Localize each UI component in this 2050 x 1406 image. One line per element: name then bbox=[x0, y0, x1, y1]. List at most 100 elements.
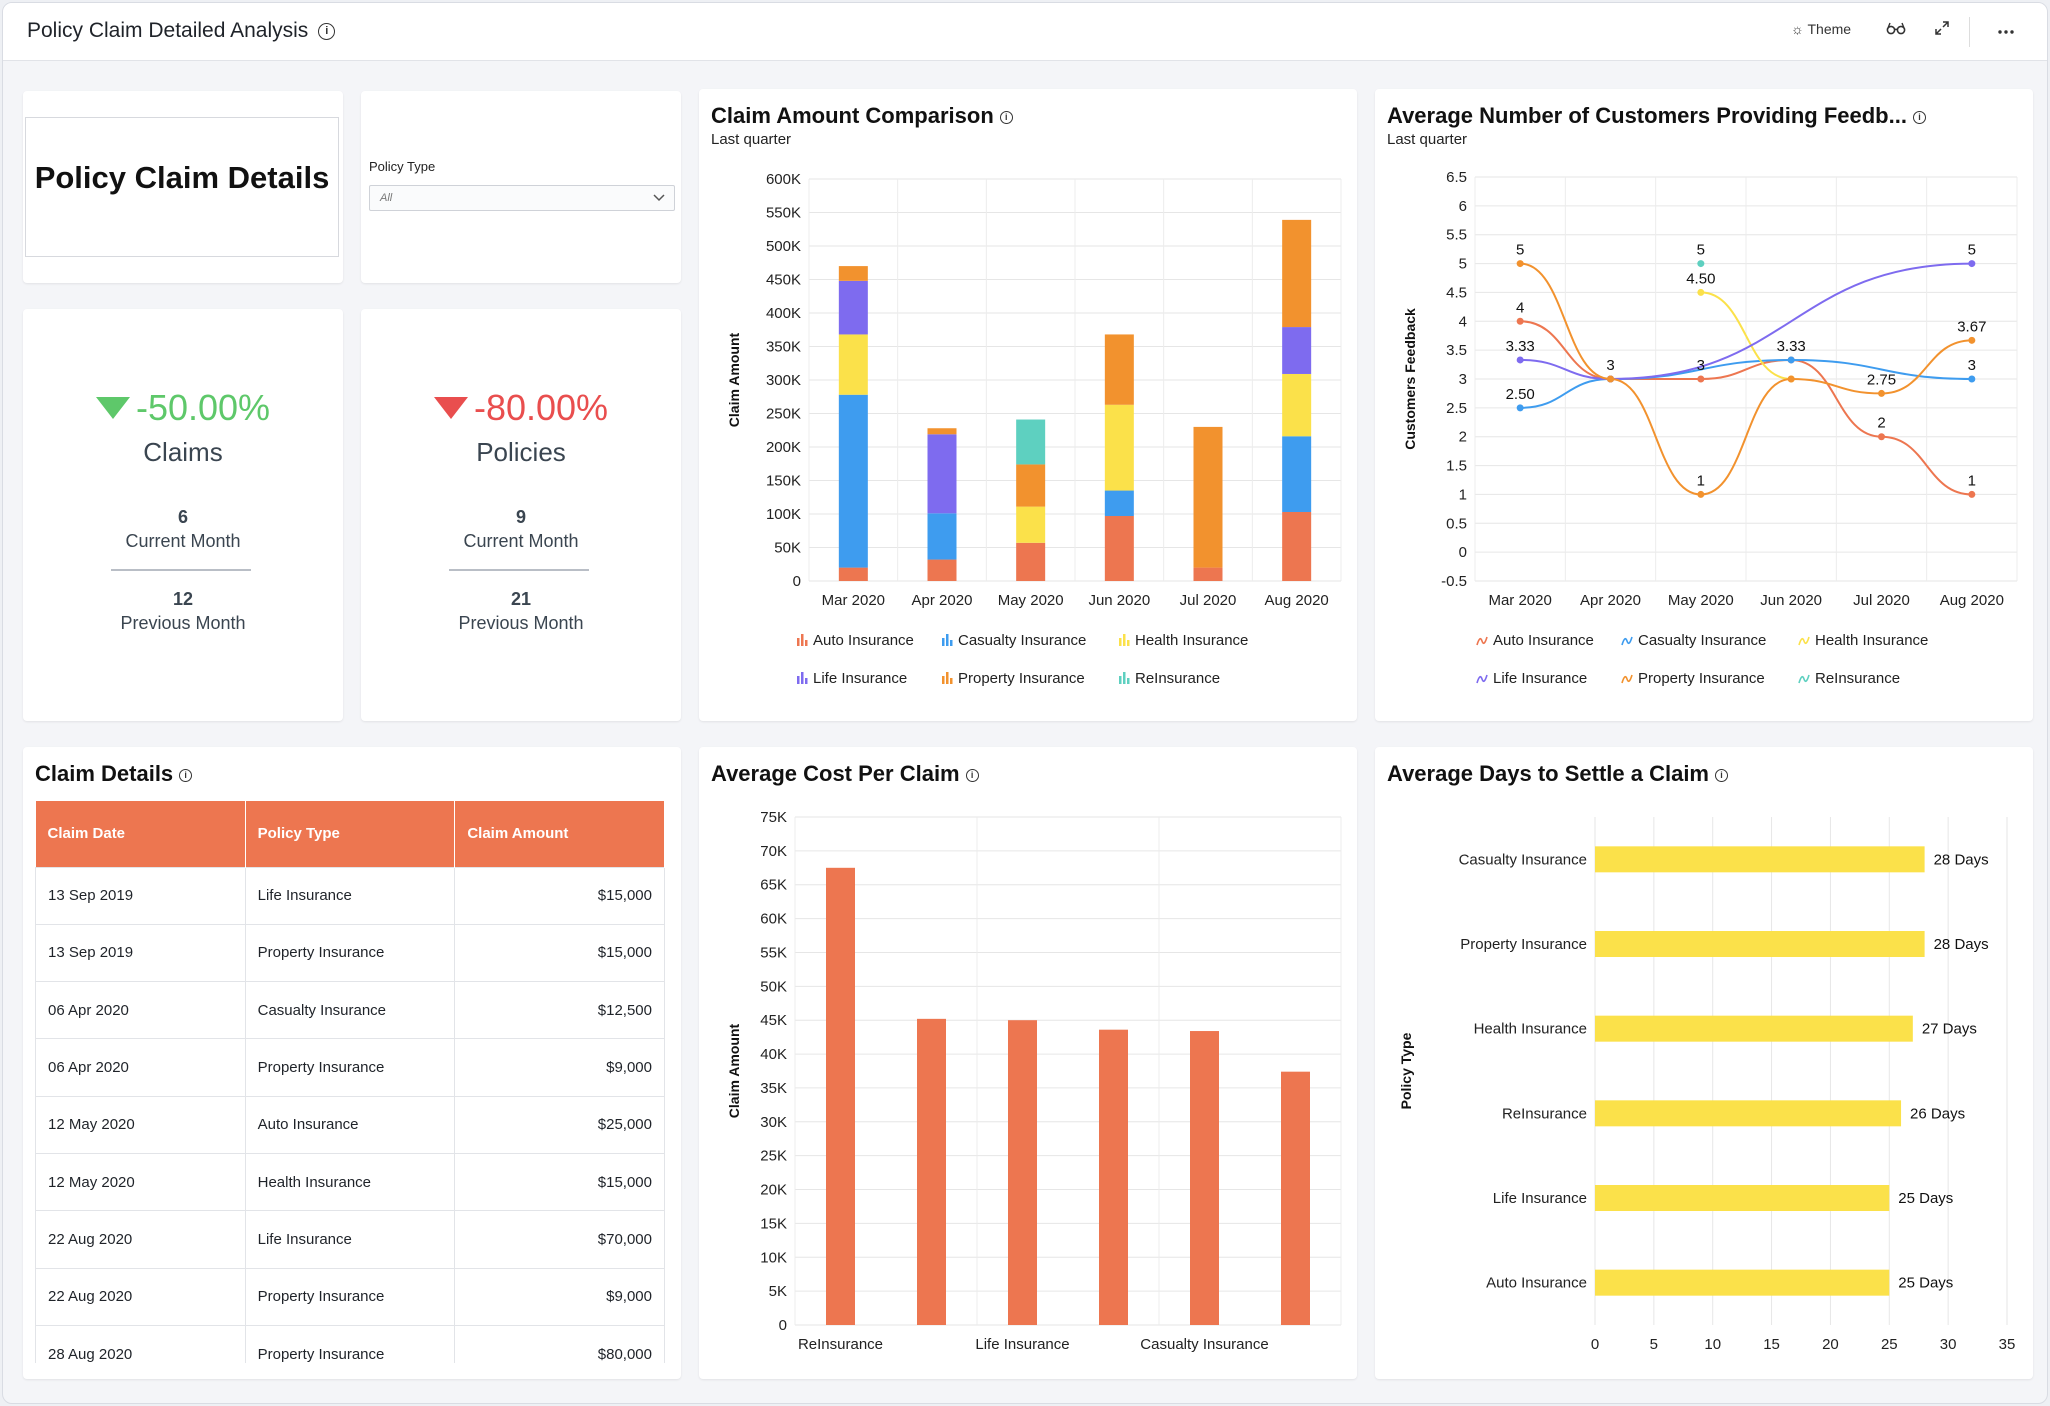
y-tick-label: 45K bbox=[760, 1012, 787, 1029]
y-tick-label: 25K bbox=[760, 1148, 787, 1165]
info-icon[interactable]: i bbox=[1912, 110, 1926, 124]
info-icon[interactable]: i bbox=[318, 22, 336, 40]
bar bbox=[1281, 1071, 1310, 1325]
bar bbox=[1595, 1100, 1902, 1127]
table-row[interactable]: 12 May 2020 Auto Insurance $25,000 bbox=[35, 1095, 665, 1154]
data-label: 25 Days bbox=[1898, 1190, 1953, 1207]
table-row[interactable]: 06 Apr 2020 Casualty Insurance $12,500 bbox=[35, 981, 665, 1040]
bar-segment bbox=[1193, 567, 1223, 581]
theme-label: Theme bbox=[1807, 21, 1852, 37]
avg-days-chart: 0 5 10 15 20 25 30 35 Casualty Insurance 28 Days P… bbox=[1398, 817, 2016, 1353]
kpi-policies-previous-label: Previous Month bbox=[458, 613, 584, 633]
column-header-claim-date[interactable]: Claim Date bbox=[35, 801, 246, 867]
dashboard-title-text: Policy Claim Detailed Analysis bbox=[27, 19, 309, 42]
avg-days-title: Average Days to Settle a Claim i bbox=[1387, 761, 1728, 787]
legend-bar-icon bbox=[1123, 672, 1126, 684]
legend-label: Casualty Insurance bbox=[958, 632, 1086, 649]
bar bbox=[1595, 1269, 1890, 1296]
y-tick-label: 2.5 bbox=[1446, 400, 1467, 417]
claim-details-scroll[interactable]: Claim Date Policy Type Claim Amount 13 S… bbox=[23, 747, 681, 1363]
column-header-policy-type[interactable]: Policy Type bbox=[245, 801, 456, 867]
y-tick-label: 10K bbox=[760, 1249, 787, 1266]
legend-bar-icon bbox=[1127, 678, 1130, 684]
y-tick-label: 30K bbox=[760, 1114, 787, 1131]
bar-segment bbox=[1016, 542, 1046, 581]
data-label: 4.50 bbox=[1686, 270, 1715, 287]
bar-segment bbox=[927, 428, 957, 435]
table-header-row: Claim Date Policy Type Claim Amount bbox=[35, 801, 665, 867]
y-tick-label: 0 bbox=[779, 1317, 787, 1334]
y-tick-label: ReInsurance bbox=[1502, 1105, 1587, 1122]
y-tick-label: 2 bbox=[1459, 429, 1467, 446]
table-row[interactable]: 13 Sep 2019 Life Insurance $15,000 bbox=[35, 866, 665, 925]
table-row[interactable]: 13 Sep 2019 Property Insurance $15,000 bbox=[35, 923, 665, 983]
data-label: 2.50 bbox=[1506, 386, 1535, 403]
legend-bar-icon bbox=[942, 638, 945, 646]
table-row[interactable]: 12 May 2020 Health Insurance $15,000 bbox=[35, 1152, 665, 1212]
table-row[interactable]: 28 Aug 2020 Property Insurance $80,000 bbox=[35, 1324, 665, 1363]
y-tick-label: Health Insurance bbox=[1474, 1021, 1587, 1038]
y-tick-label: 500K bbox=[766, 238, 801, 255]
table-row[interactable]: 06 Apr 2020 Property Insurance $9,000 bbox=[35, 1038, 665, 1097]
claim-details-title-text: Claim Details bbox=[35, 761, 174, 786]
x-tick-label: 35 bbox=[1999, 1336, 2016, 1353]
data-point bbox=[1516, 356, 1524, 364]
cell-policy-type: Property Insurance bbox=[244, 1038, 456, 1097]
x-tick-label: Aug 2020 bbox=[1265, 592, 1329, 609]
info-icon[interactable]: i bbox=[179, 768, 193, 782]
legend-bar-icon bbox=[805, 640, 808, 646]
bar bbox=[1190, 1031, 1219, 1325]
x-tick-label: Life Insurance bbox=[975, 1336, 1069, 1353]
legend-bar-icon bbox=[946, 634, 949, 646]
x-tick-label: 0 bbox=[1591, 1336, 1599, 1353]
legend-bar-icon bbox=[1123, 634, 1126, 646]
bar-segment bbox=[838, 394, 868, 568]
data-label: 1 bbox=[1968, 472, 1976, 489]
y-tick-label: 1.5 bbox=[1446, 458, 1467, 475]
data-label: 2.75 bbox=[1867, 371, 1896, 388]
cell-claim-date: 12 May 2020 bbox=[35, 1152, 246, 1212]
kpi-claims-value: -50.00% bbox=[23, 387, 343, 429]
x-tick-label: Mar 2020 bbox=[1488, 592, 1551, 609]
legend-bar-icon bbox=[942, 676, 945, 684]
bar bbox=[917, 1018, 946, 1325]
data-point bbox=[1516, 404, 1524, 412]
avg-days-card: Average Days to Settle a Claim i 0 5 10 15 20… bbox=[1375, 747, 2033, 1379]
y-tick-label: 4 bbox=[1459, 313, 1467, 330]
data-point bbox=[1607, 375, 1614, 383]
data-label: 28 Days bbox=[1934, 851, 1989, 868]
avg-days-title-text: Average Days to Settle a Claim bbox=[1387, 761, 1709, 786]
cell-claim-date: 28 Aug 2020 bbox=[35, 1324, 246, 1363]
policy-type-select[interactable]: All bbox=[369, 185, 675, 211]
claim-amount-title: Claim Amount Comparison i bbox=[711, 103, 1013, 129]
info-icon[interactable]: i bbox=[1715, 768, 1728, 782]
cell-policy-type: Auto Insurance bbox=[244, 1095, 456, 1154]
info-icon[interactable]: i bbox=[965, 768, 979, 782]
kpi-claims-previous: 12 bbox=[172, 589, 194, 609]
expand-icon[interactable] bbox=[1929, 18, 1955, 44]
column-header-claim-amount[interactable]: Claim Amount bbox=[454, 801, 665, 867]
data-label: 3 bbox=[1968, 357, 1976, 374]
sun-icon: ☼ bbox=[1791, 21, 1804, 37]
feedback-chart: -0.5 0 0.5 1 1.5 2 2.5 3 3.5 4 4.5 5 5.5 6 6.5 Mar 2020… bbox=[1402, 169, 2018, 687]
theme-button[interactable]: ☼ Theme bbox=[1791, 21, 1851, 37]
bar bbox=[1595, 1185, 1890, 1211]
triangle-down-icon bbox=[95, 397, 130, 420]
cell-claim-amount: $12,500 bbox=[454, 981, 665, 1040]
series-line bbox=[1520, 262, 1972, 381]
info-icon[interactable]: i bbox=[999, 110, 1013, 124]
cell-policy-type: Health Insurance bbox=[244, 1152, 456, 1212]
y-tick-label: 0 bbox=[793, 573, 801, 590]
series-line bbox=[1520, 320, 1972, 496]
cell-policy-type: Life Insurance bbox=[244, 1210, 456, 1269]
glasses-icon[interactable] bbox=[1883, 18, 1909, 44]
table-row[interactable]: 22 Aug 2020 Property Insurance $9,000 bbox=[35, 1267, 665, 1326]
y-tick-label: 6 bbox=[1459, 198, 1467, 215]
table-row[interactable]: 22 Aug 2020 Life Insurance $70,000 bbox=[35, 1210, 665, 1269]
cell-policy-type: Property Insurance bbox=[244, 1324, 456, 1363]
text-tile: Policy Claim Details bbox=[23, 91, 343, 283]
more-options-icon[interactable] bbox=[1993, 18, 2019, 44]
data-point bbox=[1516, 260, 1524, 268]
data-label: 3.33 bbox=[1777, 338, 1806, 355]
bar-segment bbox=[838, 280, 868, 335]
